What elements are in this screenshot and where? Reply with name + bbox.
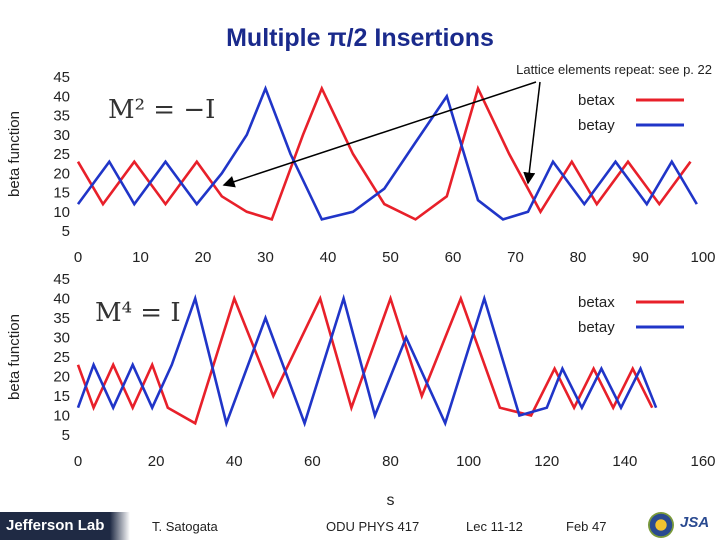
seal-icon: [648, 512, 674, 538]
legend-label: betax: [578, 294, 615, 311]
y-tick-label: 30: [53, 127, 70, 144]
x-tick-label: 70: [507, 249, 524, 266]
series-line-betay: [76, 84, 698, 221]
y-tick-label: 45: [53, 69, 70, 86]
x-tick-label: 100: [456, 453, 481, 470]
x-tick-label: 40: [320, 249, 337, 266]
legend-label: betax: [578, 92, 615, 109]
x-tick-label: 20: [148, 453, 165, 470]
x-tick-label: 80: [382, 453, 399, 470]
legend-label: betay: [578, 117, 615, 134]
y-axis-label: beta function: [6, 111, 23, 197]
y-tick-label: 5: [62, 223, 70, 240]
x-tick-label: 100: [690, 249, 715, 266]
jsa-logo: JSA: [680, 514, 710, 531]
y-tick-label: 35: [53, 310, 70, 327]
y-tick-label: 15: [53, 388, 70, 405]
x-tick-label: 10: [132, 249, 149, 266]
y-tick-label: 10: [53, 408, 70, 425]
y-tick-label: 25: [53, 349, 70, 366]
y-tick-label: 25: [53, 146, 70, 163]
x-tick-label: 60: [445, 249, 462, 266]
x-tick-label: 50: [382, 249, 399, 266]
legend-label: betay: [578, 319, 615, 336]
x-tick-label: 60: [304, 453, 321, 470]
formula-label: M² = −I: [108, 95, 215, 125]
footer-lecture: Lec 11-12: [466, 519, 523, 534]
x-tick-label: 140: [612, 453, 637, 470]
annotation-arrow-left: [222, 81, 537, 188]
formula-label: M⁴ = I: [95, 298, 181, 328]
slide-title: Multiple π/2 Insertions: [226, 24, 494, 52]
y-tick-label: 45: [53, 271, 70, 288]
x-tick-label: 120: [534, 453, 559, 470]
x-tick-label: 0: [74, 453, 82, 470]
y-tick-label: 20: [53, 369, 70, 386]
x-tick-label: 80: [570, 249, 587, 266]
annotation-arrow-right: [523, 81, 541, 185]
series-line-betay: [76, 293, 658, 428]
x-tick-label: 90: [632, 249, 649, 266]
x-tick-label: 160: [690, 453, 715, 470]
y-axis-label: beta function: [6, 314, 23, 400]
x-tick-label: 20: [195, 249, 212, 266]
y-tick-label: 15: [53, 185, 70, 202]
y-tick-label: 5: [62, 427, 70, 444]
jefferson-lab-logo: Jefferson Lab: [0, 512, 130, 540]
footer-course: ODU PHYS 417: [326, 519, 420, 534]
footer-author: T. Satogata: [152, 519, 218, 534]
y-tick-label: 40: [53, 88, 70, 105]
y-tick-label: 35: [53, 108, 70, 125]
x-tick-label: 30: [257, 249, 274, 266]
y-tick-label: 30: [53, 330, 70, 347]
y-tick-label: 20: [53, 165, 70, 182]
x-axis-label: s: [387, 492, 395, 509]
y-tick-label: 40: [53, 291, 70, 308]
x-tick-label: 0: [74, 249, 82, 266]
x-tick-label: 40: [226, 453, 243, 470]
y-tick-label: 10: [53, 204, 70, 221]
footer-page: Feb 47: [566, 519, 607, 534]
annotation-text: Lattice elements repeat: see p. 22: [516, 62, 712, 77]
